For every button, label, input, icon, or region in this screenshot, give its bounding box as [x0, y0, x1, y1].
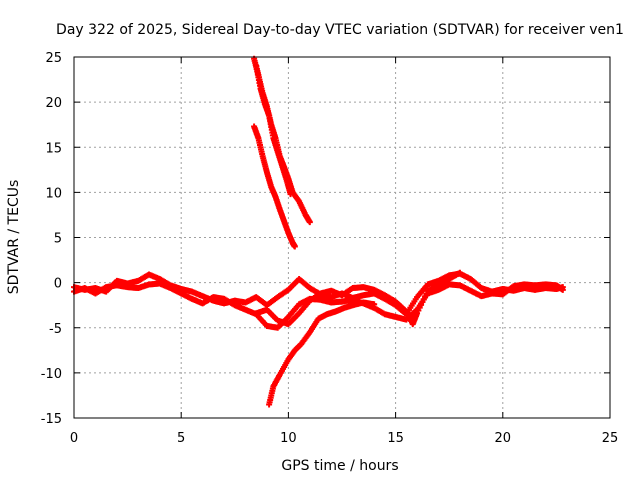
y-axis-label: SDTVAR / TECUs — [6, 180, 22, 295]
data-point — [559, 286, 566, 293]
y-tick-label: 20 — [45, 96, 62, 111]
x-tick-label: 5 — [177, 431, 185, 446]
x-tick-label: 20 — [495, 431, 512, 446]
y-tick-label: 10 — [45, 186, 62, 201]
data-point — [287, 191, 294, 198]
y-axis-ticks: -15 -10 -5 0 5 10 15 20 25 — [41, 51, 610, 427]
x-tick-label: 15 — [387, 431, 404, 446]
series-steep-decline-b — [253, 63, 294, 198]
x-tick-label: 0 — [70, 431, 78, 446]
y-tick-label: -10 — [41, 367, 62, 382]
y-tick-label: 25 — [45, 51, 62, 66]
series-steep-decline-c — [251, 123, 298, 250]
series-deep-dip — [266, 299, 378, 408]
x-tick-label: 25 — [602, 431, 619, 446]
x-axis-ticks: 0 5 10 15 20 25 — [70, 57, 618, 446]
data-point — [291, 243, 298, 250]
data-point — [456, 269, 463, 276]
y-tick-label: 0 — [54, 277, 62, 292]
data-point — [306, 219, 313, 226]
y-tick-label: 5 — [54, 232, 62, 247]
data-point — [371, 301, 378, 308]
x-tick-label: 10 — [280, 431, 297, 446]
y-tick-label: -15 — [41, 412, 62, 427]
y-tick-label: -5 — [49, 322, 62, 337]
chart-title: Day 322 of 2025, Sidereal Day-to-day VTE… — [56, 22, 624, 38]
y-tick-label: 15 — [45, 141, 62, 156]
data-points — [71, 55, 566, 408]
x-axis-label: GPS time / hours — [281, 458, 398, 474]
series-dip-recovery — [253, 269, 463, 328]
